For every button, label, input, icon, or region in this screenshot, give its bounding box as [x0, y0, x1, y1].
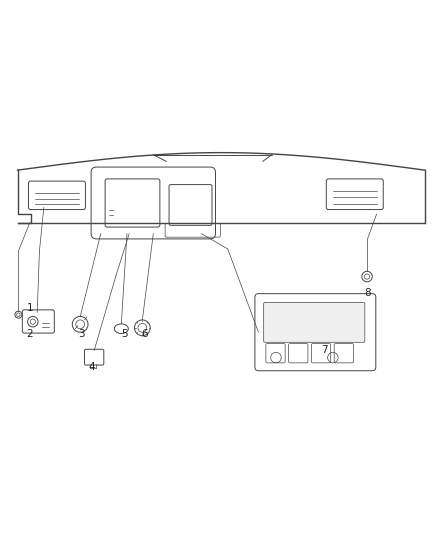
Text: 4: 4: [88, 362, 95, 372]
Text: 6: 6: [141, 329, 148, 340]
Text: 5: 5: [121, 329, 128, 340]
Text: 1: 1: [26, 303, 33, 313]
Text: 3: 3: [78, 329, 85, 340]
Text: 8: 8: [364, 288, 371, 298]
Text: 7: 7: [321, 345, 328, 355]
FancyBboxPatch shape: [264, 302, 365, 342]
Text: 2: 2: [26, 329, 33, 340]
